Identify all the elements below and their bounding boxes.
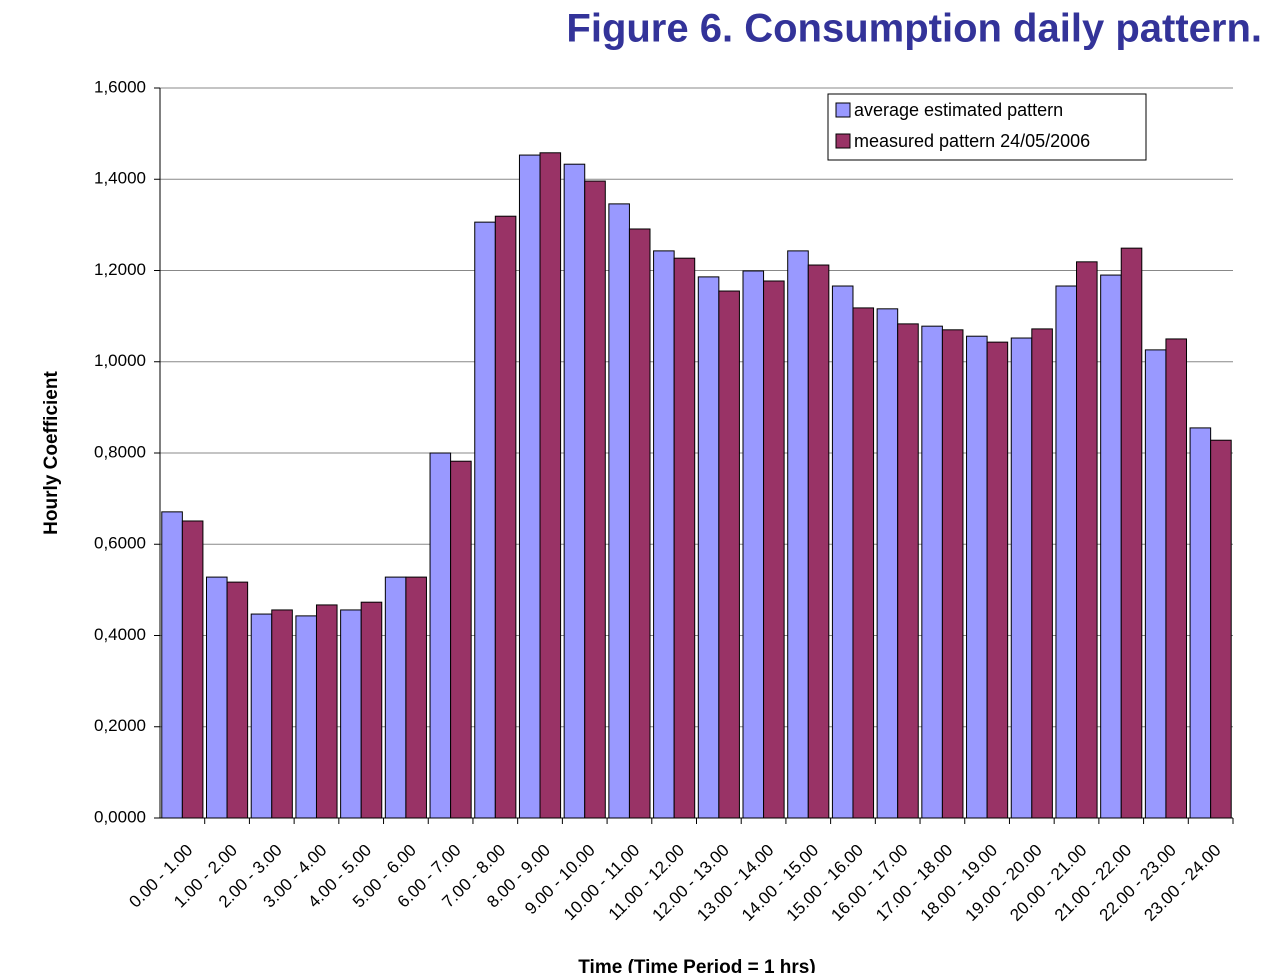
y-tick-label: 1,4000	[94, 169, 146, 188]
y-tick-label: 0,6000	[94, 534, 146, 553]
bar	[1010, 337, 1033, 819]
bar	[384, 576, 407, 819]
bar	[539, 152, 562, 819]
bar	[315, 604, 338, 819]
bar	[787, 250, 809, 819]
bar	[986, 341, 1009, 819]
bar	[718, 290, 740, 819]
bar	[1165, 338, 1188, 819]
bar	[897, 323, 919, 819]
bar	[1120, 247, 1143, 819]
y-tick-label: 0,0000	[94, 807, 146, 826]
bar	[1055, 285, 1078, 819]
legend-box	[827, 93, 1147, 161]
y-tick-label: 1,6000	[94, 77, 146, 96]
bar	[450, 460, 472, 819]
bar	[966, 335, 988, 819]
y-axis-title: Hourly Coefficient	[41, 371, 62, 535]
bar	[271, 609, 293, 819]
bar	[429, 452, 452, 819]
bar	[852, 307, 875, 819]
bar	[1031, 328, 1053, 819]
bar	[673, 257, 696, 819]
bar	[807, 264, 830, 819]
bar	[1210, 439, 1232, 819]
y-tick-label: 1,0000	[94, 351, 146, 370]
bar	[250, 613, 273, 819]
y-tick-label: 0,2000	[94, 716, 146, 735]
bar	[921, 325, 943, 819]
bar	[1189, 427, 1212, 819]
bar	[941, 329, 964, 819]
bar	[763, 280, 785, 819]
bar	[405, 576, 427, 819]
bar	[628, 228, 651, 819]
legend-label: measured pattern 24/05/2006	[854, 131, 1090, 151]
bar	[494, 215, 517, 819]
bar	[608, 203, 630, 819]
legend-swatch	[835, 133, 851, 149]
bar	[181, 520, 204, 819]
legend-swatch	[835, 102, 851, 118]
bar	[474, 221, 496, 819]
bar	[1100, 274, 1122, 819]
bar	[697, 276, 720, 819]
bar	[584, 180, 606, 819]
bar	[563, 163, 586, 819]
bar	[226, 581, 249, 819]
bar	[653, 250, 675, 819]
y-tick-label: 1,2000	[94, 260, 146, 279]
bar	[360, 601, 383, 819]
x-axis-title: Time (Time Period = 1 hrs)	[578, 957, 815, 973]
bar	[742, 270, 765, 819]
bar	[205, 576, 228, 819]
bar	[831, 285, 854, 819]
bar	[295, 615, 317, 819]
y-tick-label: 0,4000	[94, 625, 146, 644]
bar	[876, 308, 899, 819]
y-tick-label: 0,8000	[94, 442, 146, 461]
bar	[518, 154, 541, 819]
chart-title: Figure 6. Consumption daily pattern.	[566, 7, 1262, 51]
bar	[1076, 261, 1098, 819]
bar	[1144, 349, 1167, 819]
bar	[340, 609, 362, 819]
legend-label: average estimated pattern	[854, 100, 1063, 120]
bar	[161, 511, 183, 819]
